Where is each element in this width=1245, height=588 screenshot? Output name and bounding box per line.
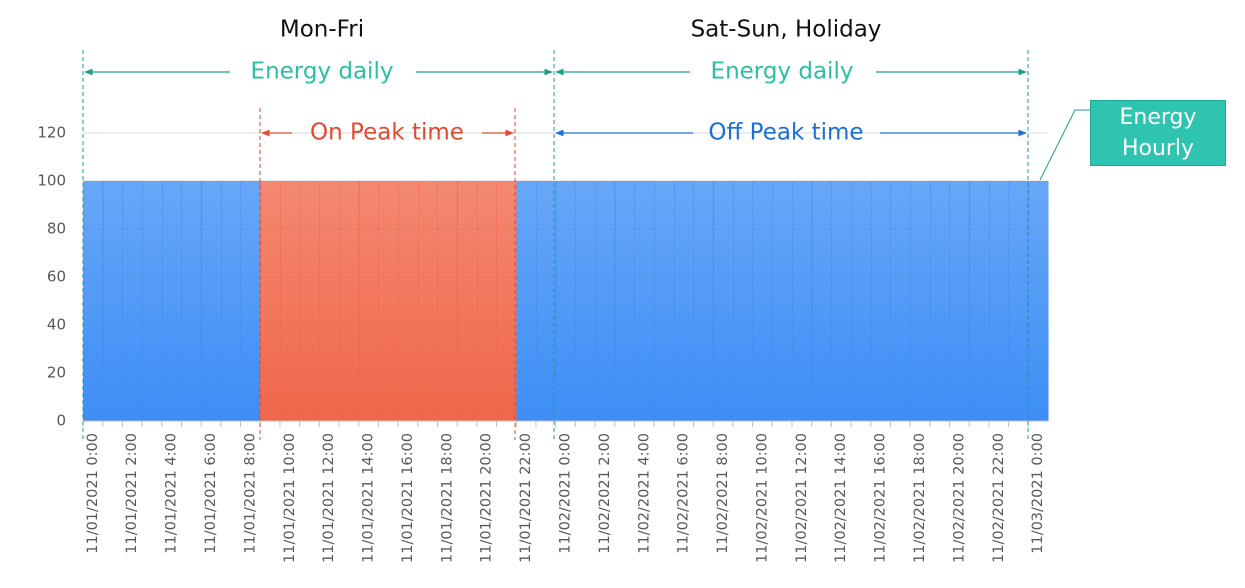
y-tick-label: 40 bbox=[47, 316, 66, 334]
daily-label: Energy daily bbox=[251, 59, 394, 85]
bar bbox=[319, 181, 340, 421]
peak-dividers bbox=[259, 108, 516, 440]
bar bbox=[654, 181, 675, 421]
x-tick-label: 11/02/2021 20:00 bbox=[951, 433, 967, 563]
x-tick-label: 11/02/2021 18:00 bbox=[912, 433, 928, 563]
bar bbox=[279, 181, 301, 421]
y-tick-label: 20 bbox=[47, 364, 66, 382]
x-tick-label: 11/01/2021 4:00 bbox=[164, 433, 180, 554]
y-tick-label: 120 bbox=[37, 124, 66, 142]
bar bbox=[811, 181, 832, 421]
bar bbox=[693, 181, 714, 421]
bar bbox=[496, 181, 517, 421]
bar bbox=[260, 181, 281, 421]
x-tick-label: 11/01/2021 8:00 bbox=[242, 433, 258, 554]
bar bbox=[181, 181, 202, 421]
bar bbox=[476, 181, 498, 421]
bars bbox=[83, 181, 1049, 421]
weekend-label: Sat-Sun, Holiday bbox=[691, 17, 882, 43]
bar bbox=[732, 181, 754, 421]
x-tick-label: 11/02/2021 8:00 bbox=[715, 433, 731, 554]
bar bbox=[595, 181, 616, 421]
bar bbox=[988, 181, 1010, 421]
y-tick-label: 80 bbox=[47, 220, 66, 238]
dividers bbox=[82, 50, 1029, 440]
bar bbox=[102, 181, 123, 421]
bar bbox=[791, 181, 813, 421]
bar bbox=[555, 181, 576, 421]
legend-entry: Energy Hourly bbox=[1090, 100, 1226, 166]
bar bbox=[83, 181, 104, 421]
bar bbox=[417, 181, 439, 421]
bar bbox=[673, 181, 695, 421]
bar bbox=[1008, 181, 1029, 421]
bar bbox=[713, 181, 734, 421]
bar bbox=[201, 181, 222, 421]
x-tick-label: 11/02/2021 12:00 bbox=[794, 433, 810, 563]
x-tick-label: 11/01/2021 12:00 bbox=[321, 433, 337, 563]
bar bbox=[299, 181, 320, 421]
bar bbox=[457, 181, 478, 421]
weekday-label: Mon-Fri bbox=[280, 17, 364, 43]
daily-label: Energy daily bbox=[711, 59, 854, 85]
x-tick-label: 11/02/2021 22:00 bbox=[991, 433, 1007, 563]
x-tick-label: 11/02/2021 10:00 bbox=[754, 433, 770, 563]
bar bbox=[929, 181, 951, 421]
x-tick-label: 11/02/2021 14:00 bbox=[833, 433, 849, 563]
x-tick-label: 11/03/2021 0:00 bbox=[1030, 433, 1046, 554]
x-tick-label: 11/02/2021 0:00 bbox=[558, 433, 574, 554]
bar bbox=[890, 181, 911, 421]
bar bbox=[851, 181, 872, 421]
y-tick-label: 60 bbox=[47, 268, 66, 286]
bar bbox=[220, 181, 242, 421]
x-tick-label: 11/01/2021 22:00 bbox=[518, 433, 534, 563]
bar bbox=[378, 181, 399, 421]
x-tick-label: 11/01/2021 20:00 bbox=[479, 433, 495, 563]
bar bbox=[398, 181, 419, 421]
bar bbox=[535, 181, 557, 421]
bar bbox=[614, 181, 636, 421]
annotations: Mon-Fri Sat-Sun, Holiday Energy daily En… bbox=[82, 17, 1090, 440]
x-tick-label: 11/01/2021 18:00 bbox=[439, 433, 455, 563]
bar bbox=[161, 181, 183, 421]
bar bbox=[122, 181, 143, 421]
bar bbox=[870, 181, 892, 421]
x-tick-label: 11/01/2021 6:00 bbox=[203, 433, 219, 554]
bar bbox=[516, 181, 537, 421]
x-tick-label: 11/02/2021 4:00 bbox=[636, 433, 652, 554]
bar bbox=[358, 181, 380, 421]
x-tick-label: 11/01/2021 10:00 bbox=[282, 433, 298, 563]
bar bbox=[575, 181, 596, 421]
axes: 0 20 40 60 80 100 120 11/01/2021 0:00 11/01/2021… bbox=[37, 124, 1048, 563]
bar bbox=[634, 181, 655, 421]
x-tick-label: 11/01/2021 16:00 bbox=[400, 433, 416, 563]
x-tick-label: 11/01/2021 2:00 bbox=[124, 433, 140, 554]
bar bbox=[142, 181, 163, 421]
bar bbox=[752, 181, 773, 421]
off-peak-label: Off Peak time bbox=[708, 120, 863, 146]
bar bbox=[339, 181, 360, 421]
bar bbox=[949, 181, 970, 421]
bar bbox=[1028, 181, 1049, 421]
bar bbox=[910, 181, 931, 421]
y-tick-label: 0 bbox=[56, 412, 66, 430]
bar bbox=[969, 181, 990, 421]
bar bbox=[437, 181, 458, 421]
x-tick-label: 11/02/2021 16:00 bbox=[873, 433, 889, 563]
bar bbox=[831, 181, 852, 421]
bar bbox=[240, 181, 261, 421]
x-tick-label: 11/01/2021 0:00 bbox=[85, 433, 101, 554]
x-tick-label: 11/02/2021 2:00 bbox=[597, 433, 613, 554]
bar bbox=[772, 181, 793, 421]
on-peak-label: On Peak time bbox=[310, 120, 464, 146]
y-tick-label: 100 bbox=[37, 172, 66, 190]
callout-line bbox=[1039, 109, 1090, 181]
x-tick-label: 11/02/2021 6:00 bbox=[676, 433, 692, 554]
x-tick-label: 11/01/2021 14:00 bbox=[361, 433, 377, 563]
